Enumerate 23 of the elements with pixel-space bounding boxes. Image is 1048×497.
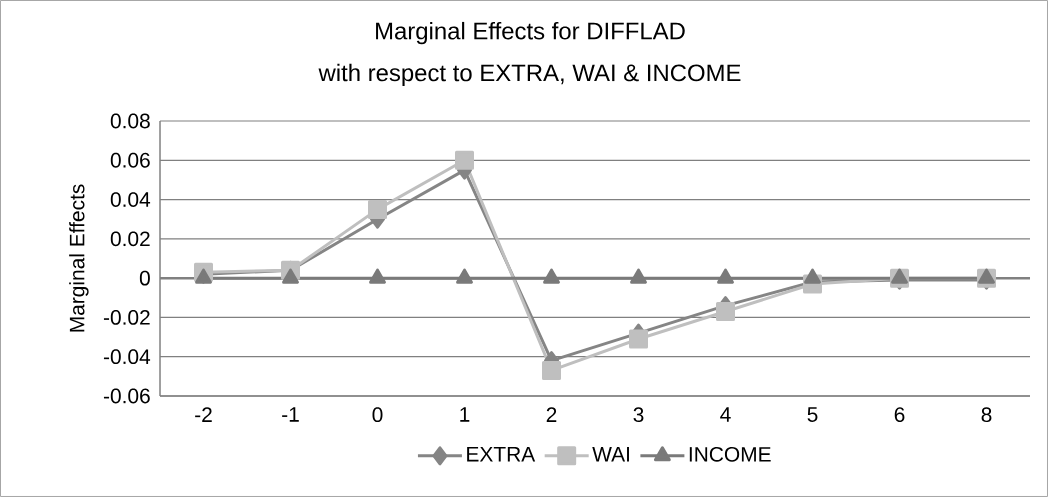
y-tick-label: -0.06 <box>103 388 150 404</box>
x-tick-label: -2 <box>195 407 212 422</box>
x-tick-label: 4 <box>720 407 731 422</box>
x-tick-label: 3 <box>633 407 644 423</box>
y-tick-label: -0.04 <box>103 349 151 365</box>
y-axis-title: Marginal Effects <box>69 184 89 332</box>
x-tick-label: 8 <box>981 407 992 423</box>
x-tick-label: 2 <box>546 407 557 422</box>
x-tick-label: 6 <box>894 407 905 423</box>
legend-label: WAI <box>592 447 629 462</box>
y-tick-label: 0.06 <box>110 152 150 168</box>
y-tick-label: -0.02 <box>103 310 150 325</box>
x-tick-label: -1 <box>282 407 299 422</box>
x-tick-label: 0 <box>372 407 383 423</box>
y-tick-label: 0 <box>139 270 150 286</box>
y-tick-label: 0.08 <box>110 113 150 129</box>
chart-title: Marginal Effects for DIFFLAD with respect to EXTRA, WAI & INCOME <box>318 21 741 87</box>
y-tick-label: 0.04 <box>110 192 151 207</box>
y-tick-label: 0.02 <box>110 231 150 247</box>
legend-label: EXTRA <box>467 447 536 462</box>
x-tick-label: 5 <box>807 407 818 422</box>
legend-label: INCOME <box>689 446 771 462</box>
x-tick-label: 1 <box>460 407 470 422</box>
